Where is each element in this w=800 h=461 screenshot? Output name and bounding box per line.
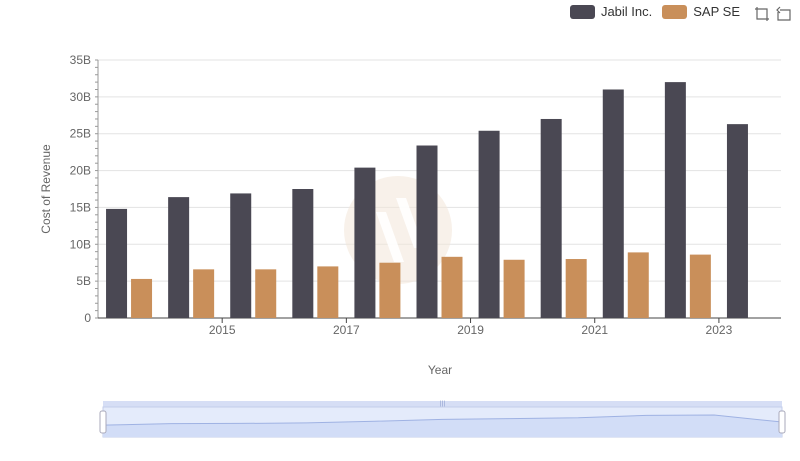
- zoom-slider-preview-area: [103, 415, 782, 437]
- y-axis-title: Cost of Revenue: [39, 144, 53, 234]
- chart-legend: Jabil Inc. SAP SE: [569, 4, 740, 19]
- bar-jabil: [168, 197, 190, 318]
- bar-jabil: [292, 189, 314, 318]
- bar-jabil: [726, 124, 748, 318]
- x-tick-label: 2017: [333, 323, 360, 337]
- y-tick-label: 10B: [70, 237, 91, 251]
- bar-jabil: [230, 193, 252, 318]
- zoom-slider-handle-bar: [103, 401, 782, 407]
- y-tick-label: 15B: [70, 200, 91, 214]
- bar-sap: [441, 256, 463, 318]
- y-tick-label: 35B: [70, 53, 91, 67]
- restore-icon[interactable]: [776, 6, 792, 22]
- x-tick-label: 2023: [706, 323, 733, 337]
- y-tick-label: 25B: [70, 127, 91, 141]
- legend-swatch-jabil: [569, 4, 595, 19]
- x-tick-label: 2019: [457, 323, 484, 337]
- zoom-slider-right-handle[interactable]: [778, 410, 786, 434]
- bar-sap: [565, 259, 587, 318]
- y-tick-label: 5B: [76, 274, 91, 288]
- bar-sap: [131, 278, 153, 318]
- bar-jabil: [354, 167, 376, 318]
- y-tick-label: 0: [84, 311, 91, 325]
- bar-jabil: [106, 208, 128, 318]
- bar-jabil: [664, 82, 686, 318]
- y-tick-label: 30B: [70, 90, 91, 104]
- bar-jabil: [540, 118, 562, 318]
- bar-sap: [689, 254, 711, 318]
- bar-sap: [503, 259, 525, 318]
- y-tick-label: 20B: [70, 164, 91, 178]
- legend-item-sap[interactable]: SAP SE: [662, 4, 740, 19]
- zoom-slider-preview-line: [102, 414, 783, 426]
- bar-jabil: [416, 145, 438, 318]
- bar-sap: [193, 269, 215, 318]
- bar-jabil: [478, 130, 500, 318]
- legend-swatch-sap: [662, 4, 688, 19]
- watermark-logo-mark: [376, 198, 424, 262]
- zoom-slider-left-handle[interactable]: [99, 410, 107, 434]
- x-axis-title: Year: [428, 363, 452, 377]
- zoom-slider-grip: |||: [440, 401, 446, 408]
- bar-jabil: [602, 89, 624, 318]
- x-tick-label: 2021: [581, 323, 608, 337]
- zoom-icon[interactable]: [754, 6, 770, 22]
- x-tick-label: 2015: [209, 323, 236, 337]
- legend-item-jabil[interactable]: Jabil Inc.: [569, 4, 653, 19]
- chart-toolbox: [754, 6, 792, 22]
- bar-sap: [627, 252, 649, 318]
- legend-label-jabil: Jabil Inc.: [600, 4, 653, 19]
- bar-sap: [255, 269, 277, 318]
- bar-sap: [317, 266, 339, 318]
- bar-sap: [379, 262, 401, 318]
- legend-label-sap: SAP SE: [693, 4, 740, 19]
